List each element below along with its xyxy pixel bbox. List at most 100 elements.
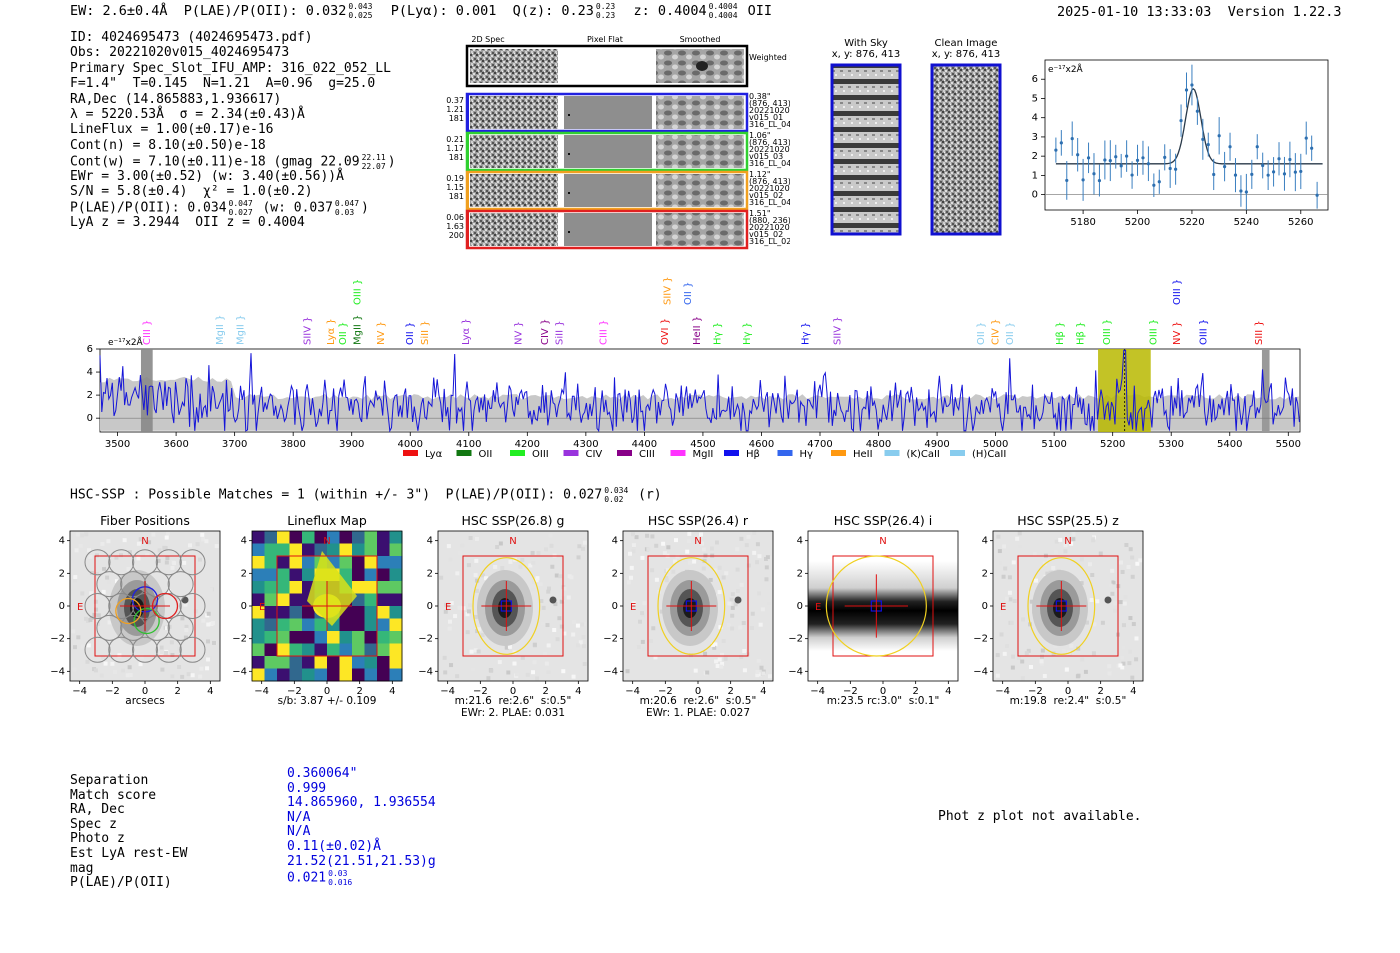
spectral-line-label: Hγ } bbox=[800, 322, 811, 345]
noise-pixel bbox=[559, 624, 564, 629]
lineflux-cell bbox=[289, 556, 303, 569]
noise-pixel bbox=[664, 576, 669, 581]
spec2d-row-smoothed bbox=[656, 213, 744, 246]
search-box bbox=[647, 555, 749, 657]
lineflux-cell bbox=[252, 618, 265, 632]
spectrum-xtick-label: 5300 bbox=[1158, 439, 1183, 450]
legend-label: CIV bbox=[586, 449, 603, 460]
lineflux-cell bbox=[389, 606, 403, 619]
hsc-panel-caption: arcsecs bbox=[125, 695, 165, 707]
noise-pixel bbox=[545, 556, 550, 561]
legend-swatch bbox=[724, 450, 739, 456]
noise-pixel bbox=[1011, 560, 1016, 565]
noise-pixel bbox=[94, 553, 99, 558]
lineflux-cell bbox=[364, 531, 378, 544]
zoom-plot-frame bbox=[1044, 59, 1329, 211]
legend-swatch bbox=[777, 450, 793, 456]
noise-pixel bbox=[548, 533, 553, 538]
lineflux-cell bbox=[377, 606, 390, 619]
noise-pixel bbox=[683, 558, 688, 563]
lineflux-cell bbox=[352, 631, 365, 644]
spec2d-row-left-label: 181 bbox=[449, 114, 464, 123]
x-tick-label: 0 bbox=[142, 686, 148, 697]
noise-pixel bbox=[638, 619, 643, 624]
zoom-ytick-label: 2 bbox=[1032, 151, 1038, 162]
zoom-data-point bbox=[1293, 170, 1297, 174]
spec2d-row-right-label: 1.06" bbox=[749, 131, 771, 140]
noise-pixel bbox=[100, 541, 105, 546]
noise-pixel bbox=[94, 571, 99, 576]
hsc-panel-caption: EWr: 1. PLAE: 0.027 bbox=[645, 707, 751, 719]
spec2d-row-left-label: 0.21 bbox=[446, 135, 464, 144]
noise-pixel bbox=[112, 670, 117, 675]
noise-pixel bbox=[93, 668, 98, 673]
noise-pixel bbox=[530, 550, 535, 555]
y-tick-label: −2 bbox=[788, 634, 803, 645]
noise-pixel bbox=[636, 645, 641, 650]
noise-pixel bbox=[469, 544, 474, 549]
label-radec: RA, Dec bbox=[70, 802, 125, 818]
lineflux-cell bbox=[364, 568, 378, 582]
zoom-data-point bbox=[1206, 143, 1210, 147]
spec2d-row-right-label: (876, 413) bbox=[749, 99, 790, 108]
noise-pixel bbox=[520, 558, 525, 563]
spectrum-xtick-label: 4900 bbox=[924, 439, 949, 450]
zoom-data-point bbox=[1266, 173, 1270, 177]
noise-pixel bbox=[578, 640, 583, 645]
spectrum-xtick-label: 5100 bbox=[1041, 439, 1066, 450]
label-separation: Separation bbox=[70, 773, 149, 788]
noise-pixel bbox=[532, 660, 537, 665]
noise-pixel bbox=[1091, 651, 1096, 656]
noise-pixel bbox=[626, 580, 631, 585]
y-tick-label: 2 bbox=[427, 568, 433, 579]
zoom-data-point bbox=[1081, 178, 1085, 182]
search-box bbox=[462, 555, 564, 657]
noise-pixel bbox=[554, 573, 559, 578]
fiber-circle bbox=[167, 614, 194, 641]
noise-pixel bbox=[1012, 599, 1017, 604]
spec2d-row-right-label: 20221020 bbox=[749, 106, 790, 115]
noise-pixel bbox=[507, 644, 512, 649]
noise-pixel bbox=[692, 559, 697, 564]
value-radec: 14.865960, 1.936554 bbox=[287, 795, 436, 811]
noise-pixel bbox=[1026, 648, 1031, 653]
value-photo-z: N/A bbox=[287, 824, 311, 840]
noise-pixel bbox=[1120, 655, 1125, 660]
noise-pixel bbox=[1002, 544, 1007, 549]
lineflux-cell bbox=[352, 606, 365, 619]
lineflux-cell bbox=[327, 668, 340, 682]
info-radec: RA,Dec (14.865883,1.936617) bbox=[70, 91, 282, 107]
info-sn: S/N = 5.8(±0.4) χ² = 1.0(±0.2) bbox=[70, 183, 313, 199]
noise-pixel bbox=[151, 532, 156, 537]
north-label: N bbox=[879, 536, 886, 547]
noise-pixel bbox=[542, 651, 547, 656]
noise-pixel bbox=[641, 646, 646, 651]
x-tick-label: −2 bbox=[287, 686, 302, 697]
lineflux-cell bbox=[339, 668, 353, 682]
noise-pixel bbox=[1130, 675, 1135, 680]
spec2d-row-right-label: 1.12" bbox=[749, 170, 771, 179]
spectral-line-label: Hγ } bbox=[712, 322, 723, 345]
noise-pixel bbox=[1107, 664, 1112, 669]
noise-pixel bbox=[182, 560, 187, 565]
spec2d-row-smoothed bbox=[656, 135, 744, 168]
noise-pixel bbox=[1138, 558, 1143, 563]
zoom-data-point bbox=[1190, 83, 1194, 87]
noise-pixel bbox=[1116, 663, 1121, 668]
lineflux-cell bbox=[327, 631, 340, 644]
noise-pixel bbox=[465, 612, 470, 617]
info-lambda: λ = 5220.53Å σ = 2.34(±0.43)Å bbox=[70, 106, 305, 122]
y-tick-label: 4 bbox=[797, 536, 803, 547]
noise-pixel bbox=[136, 556, 141, 561]
zoom-data-point bbox=[1212, 172, 1216, 177]
noise-pixel bbox=[581, 546, 586, 551]
noise-pixel bbox=[577, 544, 582, 549]
noise-pixel bbox=[164, 650, 169, 655]
noise-pixel bbox=[694, 533, 699, 538]
x-tick-label: 4 bbox=[575, 686, 581, 697]
noise-pixel bbox=[197, 557, 202, 562]
noise-pixel bbox=[444, 602, 449, 607]
noise-pixel bbox=[495, 545, 500, 550]
noise-pixel bbox=[555, 637, 560, 642]
hsc-panel-title: HSC SSP(26.8) g bbox=[461, 513, 565, 528]
